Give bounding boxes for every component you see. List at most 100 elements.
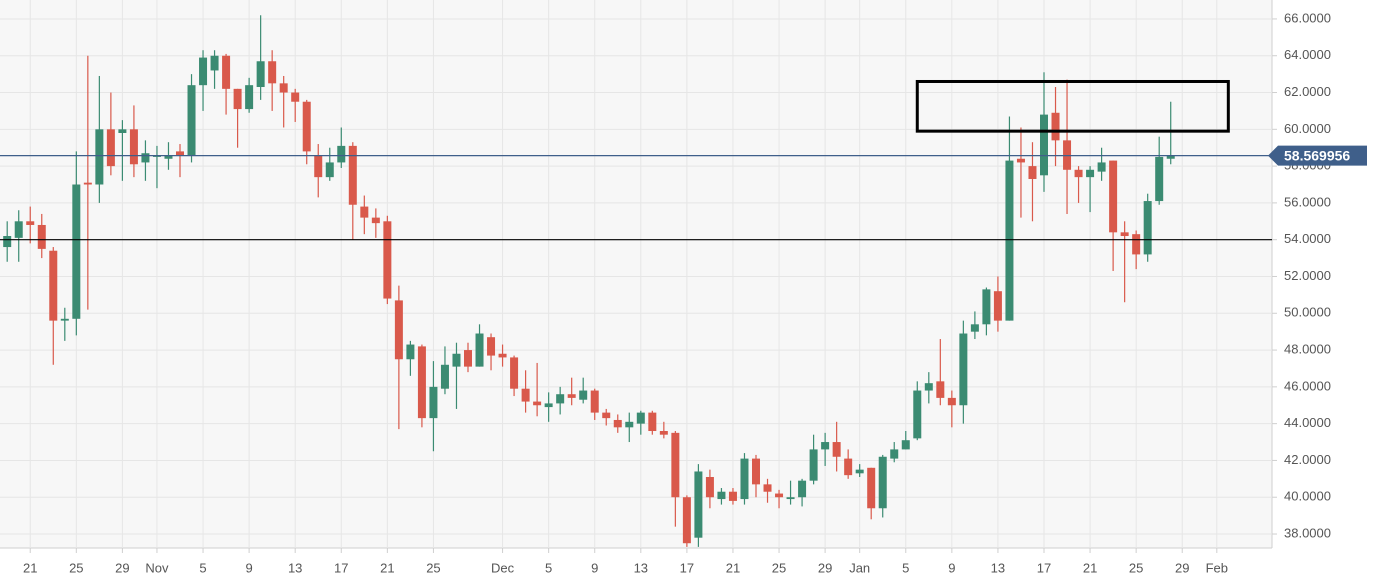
candle-body xyxy=(832,442,841,457)
candle-body xyxy=(821,442,830,450)
candle-body xyxy=(348,145,357,205)
candle-body xyxy=(855,469,864,474)
candle-body xyxy=(659,431,668,435)
candle-body xyxy=(510,357,519,389)
candle-body xyxy=(222,55,231,89)
y-tick-label: 42.0000 xyxy=(1284,452,1331,467)
x-tick-label: Nov xyxy=(145,560,169,575)
candle-body xyxy=(141,153,150,163)
x-tick-label: 5 xyxy=(199,560,206,575)
candle-body xyxy=(1166,155,1175,159)
candle-body xyxy=(1040,114,1048,176)
candle-body xyxy=(786,497,795,500)
candle-body xyxy=(1143,201,1152,255)
price-tag-label: 58.569956 xyxy=(1284,147,1350,163)
candle-body xyxy=(1086,169,1095,178)
candle-body xyxy=(268,61,277,84)
x-tick-label: 29 xyxy=(1175,560,1189,575)
x-tick-label: 9 xyxy=(591,560,598,575)
candle-body xyxy=(867,467,876,509)
x-tick-label: 25 xyxy=(1129,560,1143,575)
x-tick-label: 21 xyxy=(380,560,394,575)
plot-background xyxy=(0,0,1272,548)
candle-body xyxy=(970,324,979,332)
x-tick-label: 13 xyxy=(991,560,1005,575)
y-tick-label: 40.0000 xyxy=(1284,489,1331,504)
x-tick-label: 25 xyxy=(69,560,83,575)
candle-body xyxy=(3,236,12,248)
candle-body xyxy=(26,221,35,225)
candle-body xyxy=(533,401,542,406)
y-tick-label: 38.0000 xyxy=(1284,525,1331,540)
candle-body xyxy=(245,85,254,110)
y-tick-label: 50.0000 xyxy=(1284,305,1331,320)
candle-body xyxy=(625,421,634,428)
candle-body xyxy=(256,61,265,88)
candle-body xyxy=(579,390,588,400)
candle-body xyxy=(1120,232,1129,237)
candle-body xyxy=(475,333,484,367)
candle-body xyxy=(429,386,438,419)
candle-body xyxy=(1097,162,1106,172)
candle-body xyxy=(890,449,899,459)
price-tag xyxy=(1268,145,1367,166)
x-tick-label: 21 xyxy=(23,560,37,575)
candle-body xyxy=(1016,158,1025,163)
candle-body xyxy=(383,221,392,299)
x-tick-label: 25 xyxy=(426,560,440,575)
x-tick-label: 21 xyxy=(726,560,740,575)
x-tick-label: 13 xyxy=(634,560,648,575)
x-tick-label: 17 xyxy=(680,560,694,575)
x-tick-label: 17 xyxy=(1037,560,1051,575)
candle-body xyxy=(924,383,933,391)
candle-body xyxy=(487,337,496,356)
candle-body xyxy=(717,491,726,500)
candle-body xyxy=(1155,156,1164,202)
candle-body xyxy=(705,476,714,498)
candle-body xyxy=(291,92,300,102)
candle-body xyxy=(72,184,81,319)
candle-body xyxy=(394,300,403,360)
candle-body xyxy=(210,55,219,71)
x-tick-label: 5 xyxy=(902,560,909,575)
y-tick-label: 64.0000 xyxy=(1284,47,1331,62)
y-tick-label: 46.0000 xyxy=(1284,378,1331,393)
candle-body xyxy=(763,484,772,492)
candle-body xyxy=(417,346,426,419)
candle-body xyxy=(1028,166,1037,179)
candle-body xyxy=(936,381,945,398)
candle-body xyxy=(164,155,173,159)
y-tick-label: 54.0000 xyxy=(1284,231,1331,246)
candle-body xyxy=(878,456,887,509)
x-tick-label: Jan xyxy=(849,560,870,575)
x-tick-label: 21 xyxy=(1083,560,1097,575)
candle-body xyxy=(947,397,956,406)
candle-body xyxy=(452,353,461,367)
candle-body xyxy=(613,419,622,428)
candle-body xyxy=(590,390,599,413)
candle-body xyxy=(844,458,853,476)
y-tick-label: 62.0000 xyxy=(1284,84,1331,99)
candle-body xyxy=(648,412,657,432)
candle-body xyxy=(279,83,288,93)
x-tick-label: 9 xyxy=(948,560,955,575)
candle-body xyxy=(602,412,611,419)
candle-body xyxy=(314,155,323,178)
y-tick-label: 56.0000 xyxy=(1284,194,1331,209)
candle-body xyxy=(521,388,530,402)
candle-body xyxy=(199,57,208,86)
x-tick-label: 29 xyxy=(115,560,129,575)
candle-body xyxy=(694,471,703,538)
candle-body xyxy=(740,458,749,500)
x-tick-label: 25 xyxy=(772,560,786,575)
candle-body xyxy=(682,497,691,544)
y-tick-label: 66.0000 xyxy=(1284,10,1331,25)
candle-body xyxy=(959,333,968,406)
candle-body xyxy=(129,129,138,165)
candle-body xyxy=(49,250,58,321)
x-tick-label: Feb xyxy=(1206,560,1228,575)
x-tick-label: Dec xyxy=(491,560,515,575)
candle-body xyxy=(775,493,784,498)
candle-body xyxy=(187,85,196,156)
candle-body xyxy=(728,491,737,501)
